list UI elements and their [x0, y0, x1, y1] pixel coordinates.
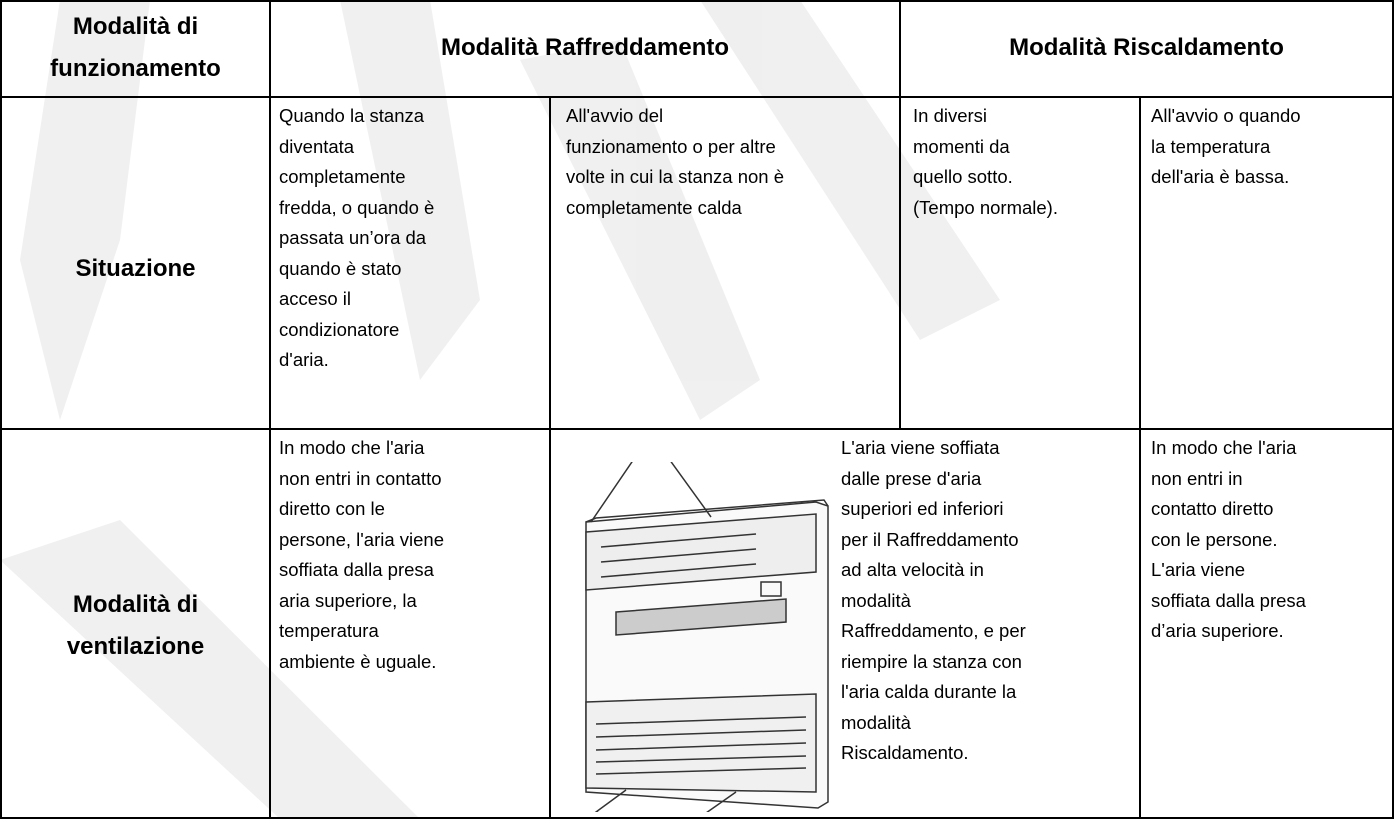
text-line: momenti da	[913, 135, 1010, 157]
header-mode: Modalità di funzionamento	[2, 6, 269, 90]
text-line: funzionamento o per altre	[566, 135, 776, 157]
text-line: completamente	[279, 166, 406, 187]
text-line: Raffreddamento, e per	[841, 620, 1026, 641]
text-line: Quando la stanza	[279, 105, 425, 126]
text-line: passata un’ora da	[279, 227, 427, 248]
text-line: condizionatore	[279, 318, 400, 340]
text-line: modalità	[841, 589, 911, 611]
border	[1392, 0, 1394, 819]
text-line: volte in cui la stanza non è	[566, 166, 785, 187]
header-text: Modalità Raffreddamento	[440, 34, 730, 61]
text-line: In modo che l'aria	[279, 437, 425, 458]
border	[0, 428, 1394, 430]
cell: In diversi momenti da quello sotto. (Tempo …	[913, 101, 1058, 223]
text-line: dell'aria è bassa.	[1151, 166, 1290, 187]
cell: Quando la stanza diventata completamente fr…	[279, 101, 434, 376]
text-line: l'aria calda durante la	[841, 681, 1017, 702]
text-line: diventata	[279, 135, 355, 157]
cell: All'avvio o quando la temperatura dell'ari…	[1151, 101, 1301, 193]
text-line: aria superiore, la	[279, 589, 417, 611]
text-line: soffiata dalla presa	[279, 559, 434, 580]
text-line: d’aria superiore.	[1151, 620, 1284, 641]
border	[0, 0, 2, 819]
text-line: ad alta velocità in	[841, 559, 984, 580]
text-line: dalle prese d'aria	[841, 467, 982, 489]
text-line: (Tempo normale).	[913, 196, 1058, 218]
text-line: superiori ed inferiori	[841, 498, 1004, 519]
text-line: persone, l'aria viene	[279, 528, 444, 550]
text-line: Modalità di	[72, 591, 199, 618]
border	[899, 0, 901, 430]
text-line: L'aria viene	[1151, 559, 1246, 580]
border	[0, 817, 1394, 819]
text-line: Riscaldamento.	[841, 742, 969, 763]
text-line: All'avvio del	[566, 105, 664, 126]
text-line: diretto con le	[279, 498, 385, 519]
text-line: In modo che l'aria	[1151, 437, 1297, 458]
row-label: Modalità di ventilazione	[2, 584, 269, 668]
text-line: la temperatura	[1151, 135, 1271, 157]
row-label: Situazione	[2, 248, 269, 290]
text-line: non entri in contatto	[279, 467, 442, 489]
header-heating: Modalità Riscaldamento	[901, 27, 1392, 69]
text-line: acceso il	[279, 288, 351, 309]
text-line: All'avvio o quando	[1151, 105, 1301, 126]
text-line: Modalità di	[72, 13, 199, 40]
text-line: funzionamento	[50, 55, 221, 82]
text-line: temperatura	[279, 620, 379, 641]
header-cooling: Modalità Raffreddamento	[271, 27, 899, 69]
header-text: Modalità Riscaldamento	[1009, 34, 1284, 61]
border	[0, 96, 1394, 98]
border	[1139, 96, 1141, 819]
cell: L'aria viene soffiata dalle prese d'aria s…	[841, 433, 1026, 769]
cell: In modo che l'aria non entri in contatto d…	[279, 433, 444, 677]
text-line: d'aria.	[279, 349, 329, 370]
text-line: per il Raffreddamento	[841, 528, 1019, 550]
text-line: ambiente è uguale.	[279, 650, 437, 672]
ac-unit-illustration	[585, 462, 829, 812]
border	[0, 0, 1394, 2]
cell: All'avvio del funzionamento o per altre vo…	[566, 101, 784, 223]
text-line: contatto diretto	[1151, 498, 1274, 519]
text-line: completamente calda	[566, 196, 742, 218]
text-line: fredda, o quando è	[279, 196, 435, 218]
text-line: quando è stato	[279, 257, 402, 279]
text-line: soffiata dalla presa	[1151, 589, 1306, 611]
border	[269, 0, 271, 819]
text-line: quello sotto.	[913, 166, 1013, 187]
cell: In modo che l'aria non entri in contatto d…	[1151, 433, 1306, 647]
text-line: L'aria viene soffiata	[841, 437, 1000, 458]
text-line: modalità	[841, 711, 911, 733]
text-line: con le persone.	[1151, 528, 1278, 550]
text-line: ventilazione	[66, 633, 205, 660]
text-line: riempire la stanza con	[841, 650, 1022, 672]
text-line: In diversi	[913, 105, 988, 126]
text-line: non entri in	[1151, 467, 1243, 489]
text-line: Situazione	[75, 255, 196, 282]
border	[549, 96, 551, 819]
